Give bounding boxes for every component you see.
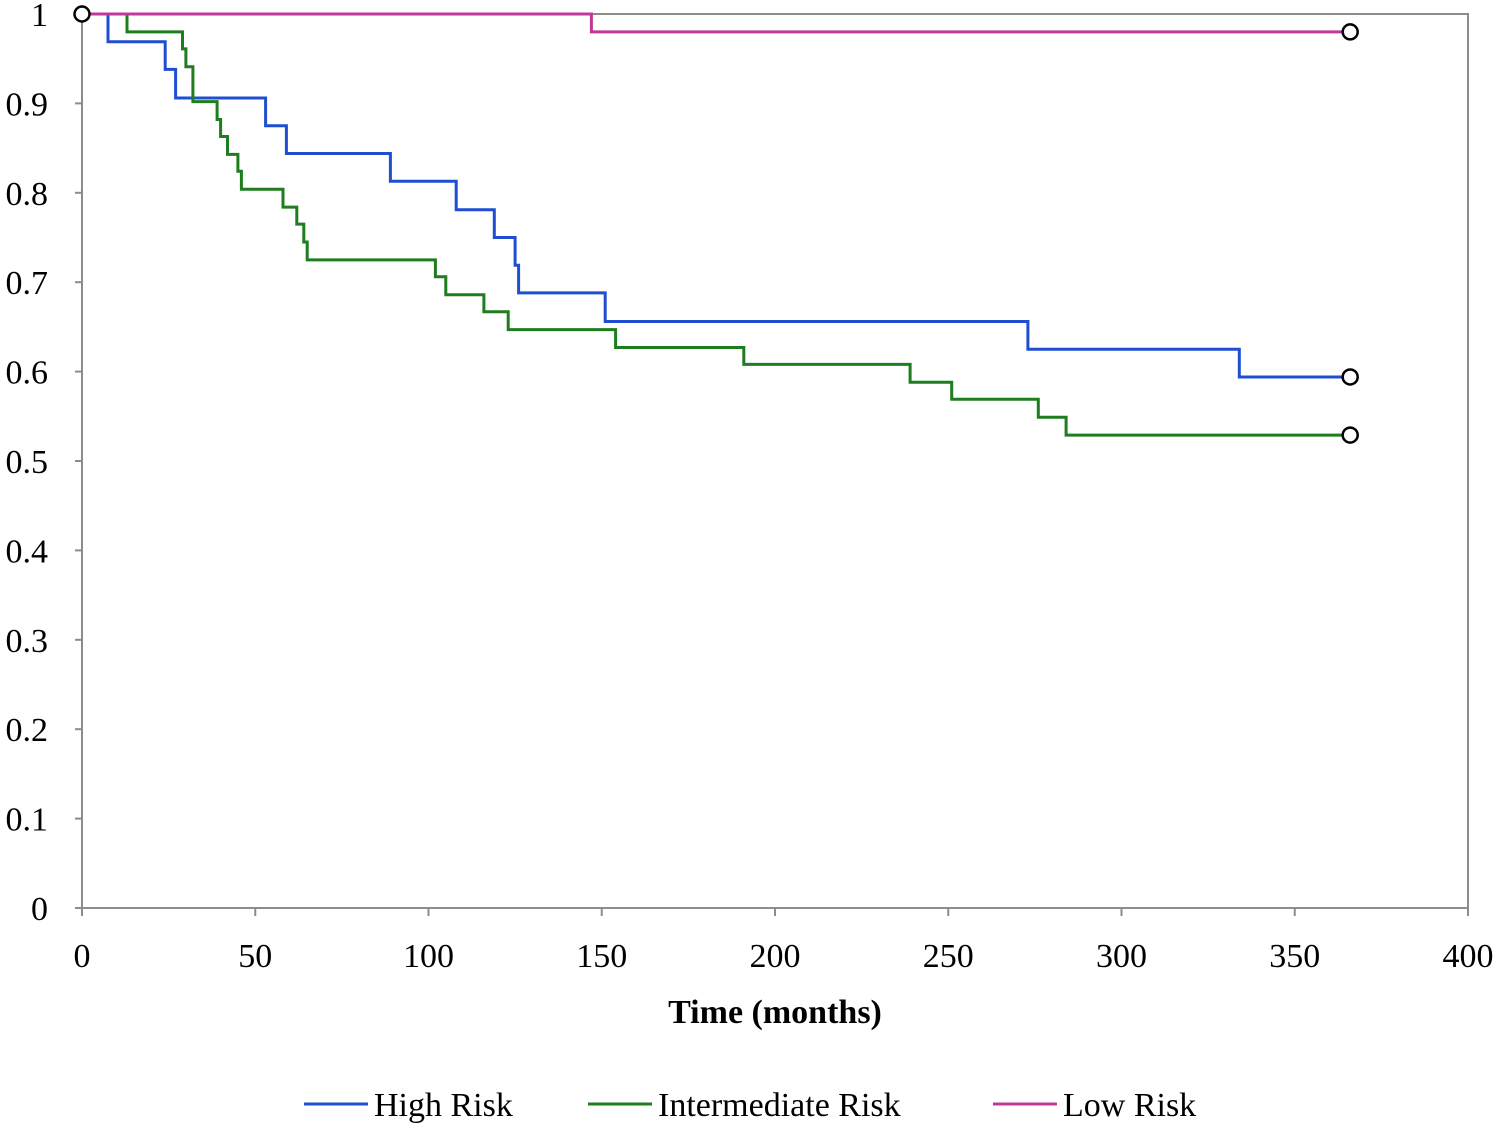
y-tick-label: 0.3 (6, 623, 49, 660)
x-tick-label: 250 (923, 938, 974, 975)
plot-border (81, 13, 1469, 909)
legend: High Risk Intermediate Risk Low Risk (304, 1087, 1196, 1124)
series-layer (73, 5, 1359, 444)
legend-label-high-risk: High Risk (374, 1087, 513, 1124)
x-tick-label: 400 (1443, 938, 1494, 975)
legend-label-low-risk: Low Risk (1063, 1087, 1196, 1124)
x-tick-label: 300 (1096, 938, 1147, 975)
y-tick-label: 0.9 (6, 86, 49, 123)
censor-marker-low-risk (73, 5, 91, 23)
y-tick-label: 0.2 (6, 712, 49, 749)
y-tick-label: 0.4 (6, 533, 49, 570)
censor-marker-intermediate-risk (1341, 426, 1359, 444)
x-tick-label: 200 (750, 938, 801, 975)
y-tick-label: 1 (31, 0, 48, 34)
x-tick-label: 150 (576, 938, 627, 975)
y-axis: 0 0.1 0.2 0.3 0.4 0.5 0.6 0.7 0.8 0.9 1 (6, 0, 82, 928)
x-tick-label: 50 (238, 938, 272, 975)
plot-area (81, 13, 1469, 909)
y-tick-label: 0 (31, 891, 48, 928)
x-axis-title: Time (months) (668, 994, 882, 1031)
series-line-low-risk (82, 12, 1351, 34)
y-tick-label: 0.8 (6, 176, 49, 213)
x-tick-label: 100 (403, 938, 454, 975)
censor-marker-high-risk (1341, 368, 1359, 386)
x-axis: 0 50 100 150 200 250 300 350 400 (74, 908, 1494, 975)
x-tick-label: 350 (1269, 938, 1320, 975)
y-tick-label: 0.5 (6, 444, 49, 481)
series-line-high-risk (82, 12, 1351, 379)
y-tick-label: 0.6 (6, 355, 49, 392)
censor-marker-low-risk (1341, 23, 1359, 41)
series-line-intermediate-risk (82, 12, 1351, 437)
legend-label-intermediate-risk: Intermediate Risk (658, 1087, 901, 1124)
y-tick-label: 0.1 (6, 802, 49, 839)
x-tick-label: 0 (74, 938, 91, 975)
y-tick-label: 0.7 (6, 265, 49, 302)
